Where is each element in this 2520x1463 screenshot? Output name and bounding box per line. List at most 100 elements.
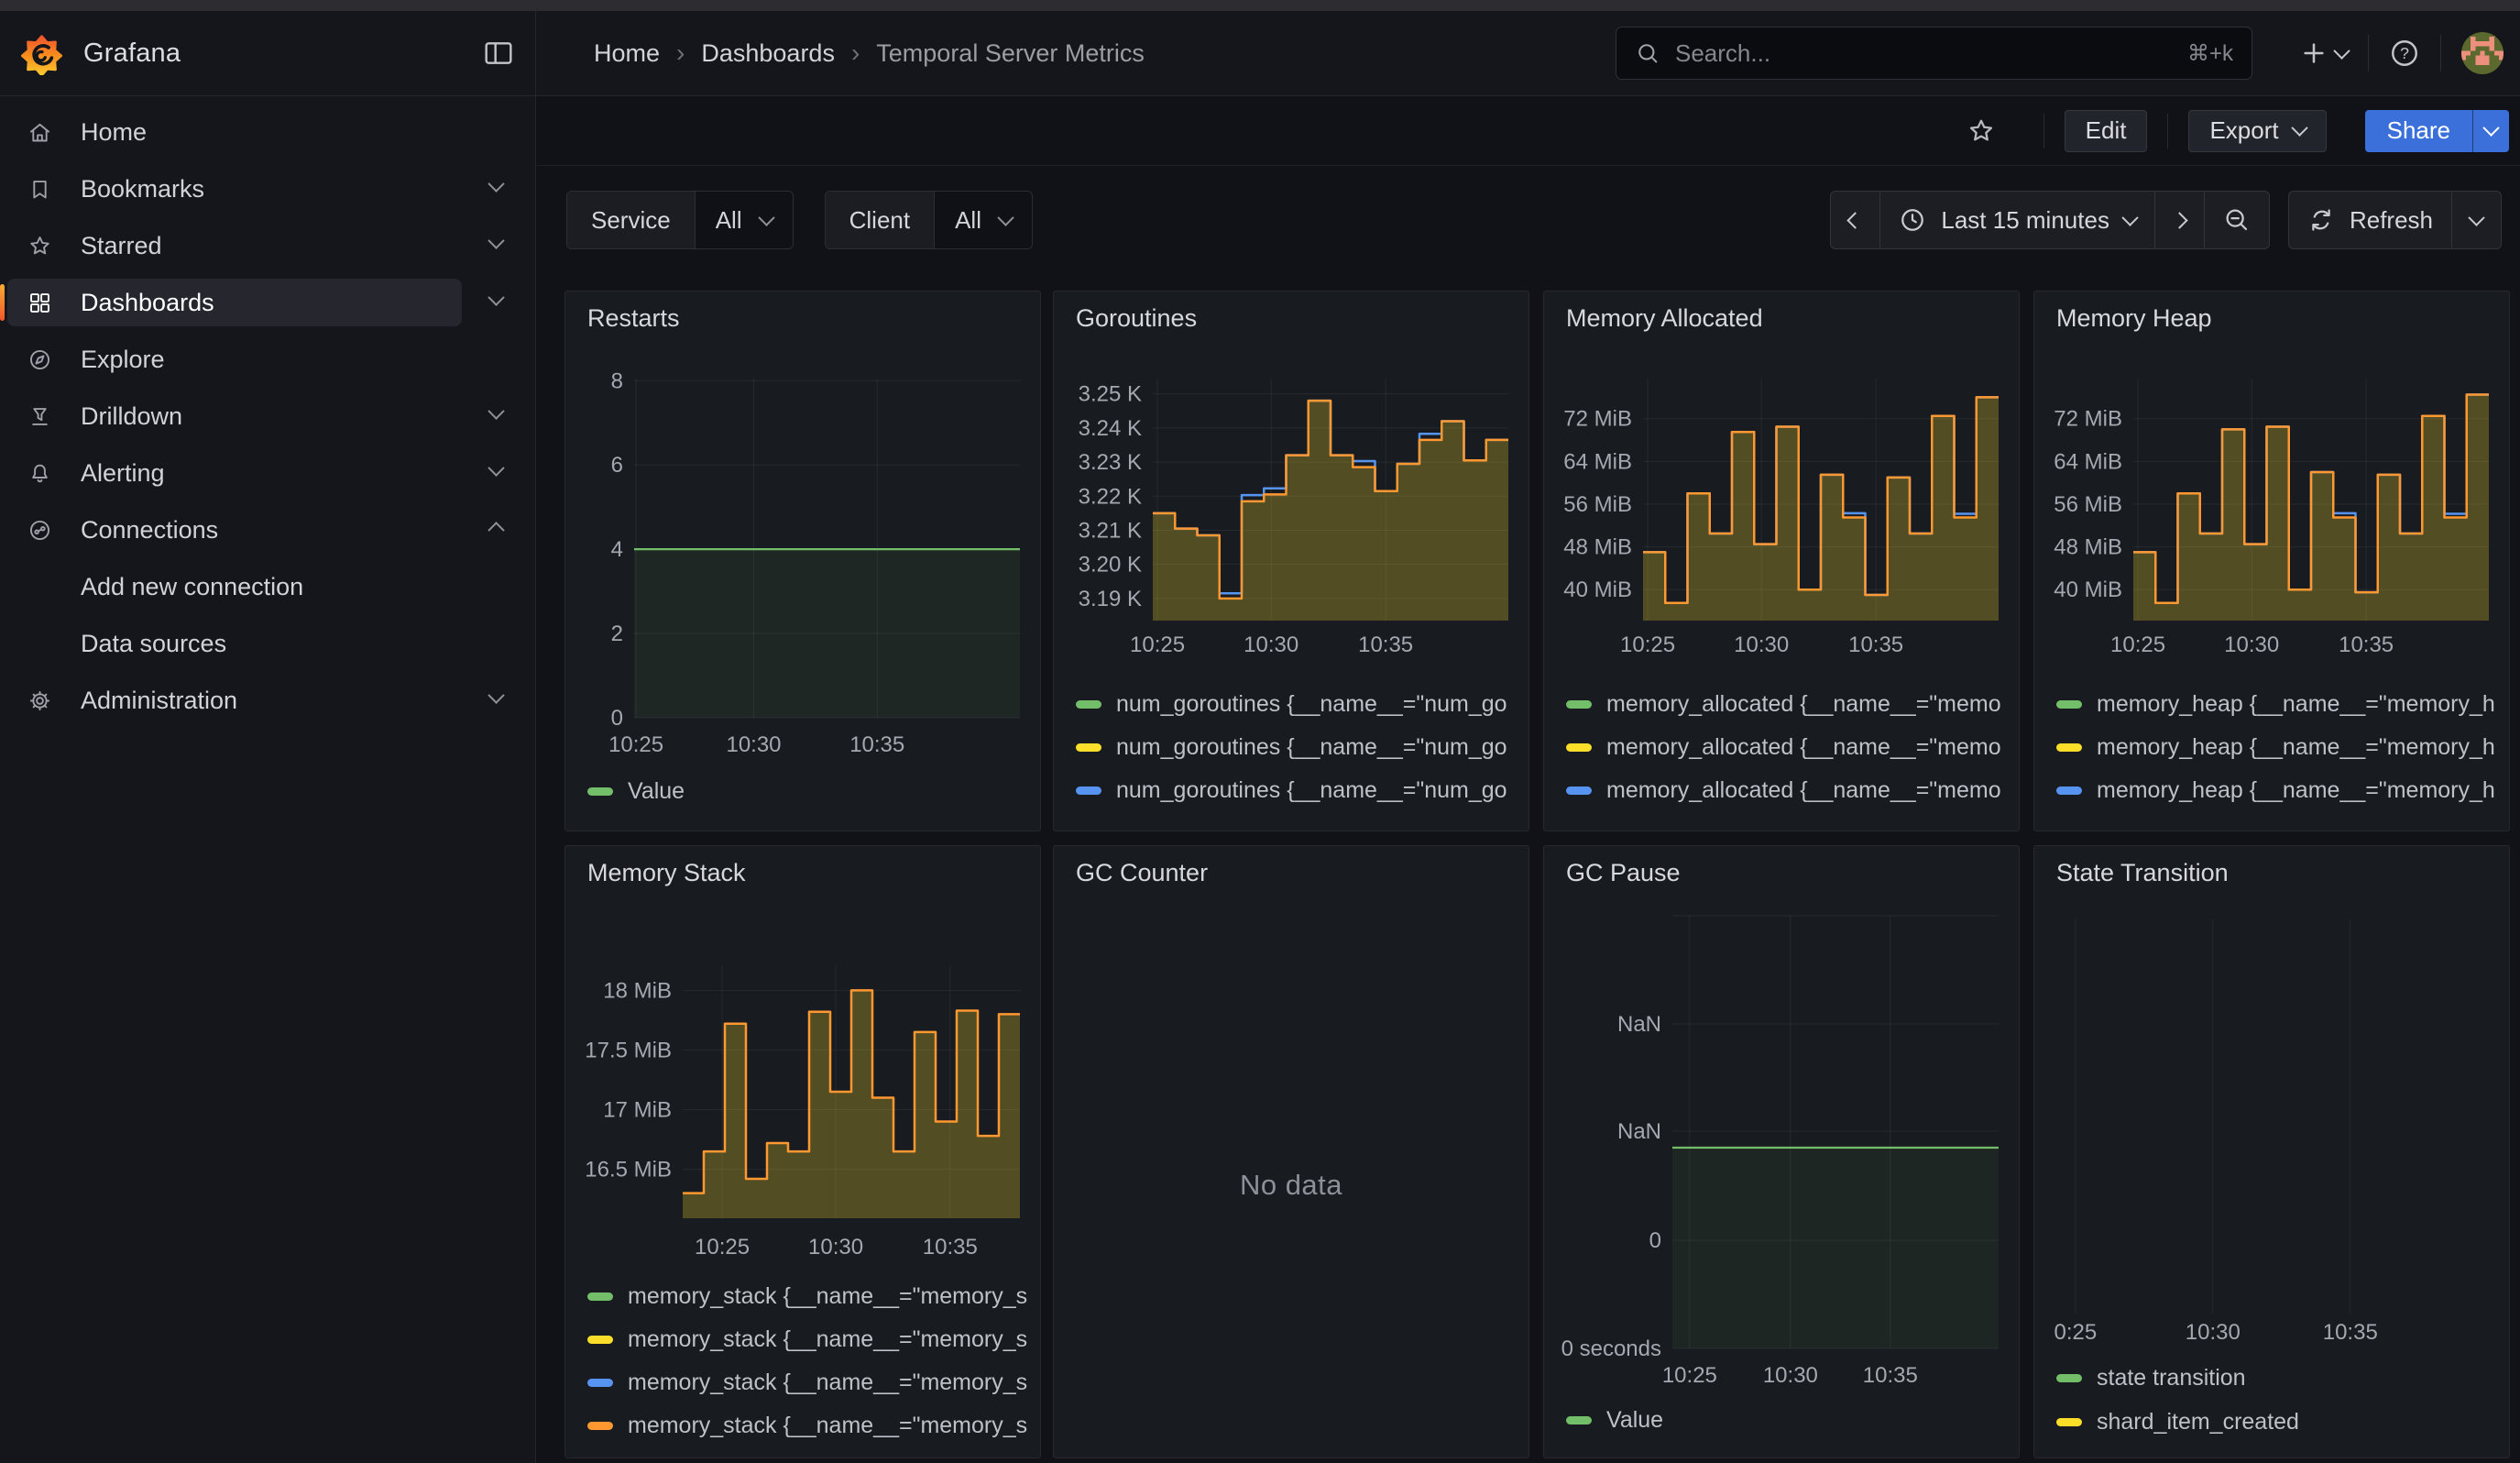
chevron-left-icon: [1847, 212, 1864, 228]
header-actions: ?: [2299, 11, 2504, 95]
panel-title[interactable]: Memory Allocated: [1566, 304, 1763, 333]
refresh-button[interactable]: Refresh: [2289, 192, 2451, 248]
legend-item[interactable]: num_goroutines {__name__="num_go: [1076, 812, 1519, 831]
expand-toggle[interactable]: [490, 181, 502, 197]
share-menu-button[interactable]: [2472, 110, 2509, 152]
legend-item[interactable]: memory_stack {__name__="memory_s: [587, 1275, 1031, 1318]
expand-toggle[interactable]: [490, 522, 502, 538]
chart-plot[interactable]: NaNNaN00 seconds10:2510:3010:35: [1544, 846, 2019, 1458]
svg-text:72 MiB: 72 MiB: [1563, 407, 1632, 432]
legend-series-color: [587, 787, 613, 796]
sidebar-item-bookmarks[interactable]: Bookmarks: [0, 160, 535, 217]
chart-plot[interactable]: 8642010:2510:3010:35: [565, 292, 1040, 831]
panel-title[interactable]: Restarts: [587, 304, 680, 333]
legend-series-label: memory_allocated {__name__="memo: [1606, 777, 2001, 804]
favorite-star-icon[interactable]: [1961, 111, 2001, 151]
sidebar-item-drilldown[interactable]: Drilldown: [0, 388, 535, 445]
sidebar-item-alerting[interactable]: Alerting: [0, 445, 535, 501]
sidebar-item-data-sources[interactable]: Data sources: [0, 615, 535, 672]
legend-item[interactable]: shard_item_created: [2056, 1400, 2500, 1444]
legend-item[interactable]: Value: [587, 770, 1031, 813]
svg-text:4: 4: [611, 537, 623, 562]
legend-item[interactable]: memory_stack {__name__="memory_s: [587, 1361, 1031, 1404]
sidebar-toggle-icon[interactable]: [478, 33, 519, 73]
legend-item[interactable]: memory_allocated {__name__="memo: [1566, 769, 2010, 812]
sidebar-item-dashboards[interactable]: Dashboards: [0, 274, 535, 331]
legend-item[interactable]: memory_stack {__name__="memory_s: [587, 1318, 1031, 1361]
legend-item[interactable]: state transition: [2056, 1356, 2500, 1400]
legend-series-color: [2056, 1418, 2082, 1426]
breadcrumb-item[interactable]: Home: [594, 39, 660, 68]
expand-toggle[interactable]: [490, 465, 502, 481]
expand-toggle[interactable]: [490, 237, 502, 254]
legend-item[interactable]: num_goroutines {__name__="num_go: [1076, 726, 1519, 769]
time-range-picker[interactable]: Last 15 minutes: [1879, 192, 2154, 248]
edit-button[interactable]: Edit: [2065, 110, 2148, 152]
expand-toggle[interactable]: [490, 408, 502, 424]
legend-series-label: memory_heap {__name__="memory_h: [2097, 820, 2495, 831]
legend-item[interactable]: num_goroutines {__name__="num_go: [1076, 683, 1519, 726]
svg-text:10:30: 10:30: [2224, 632, 2279, 657]
svg-text:10:30: 10:30: [726, 732, 781, 757]
panel-title[interactable]: Goroutines: [1076, 304, 1197, 333]
zoom-out-button[interactable]: [2204, 192, 2269, 248]
expand-toggle[interactable]: [490, 692, 502, 709]
legend-series-label: memory_stack {__name__="memory_s: [628, 1370, 1027, 1396]
legend-item[interactable]: memory_heap {__name__="memory_h: [2056, 726, 2500, 769]
sidebar-item-home[interactable]: Home: [0, 104, 535, 160]
legend-series-label: memory_stack {__name__="memory_s: [628, 1326, 1027, 1353]
search-input[interactable]: [1675, 39, 2173, 68]
legend-item[interactable]: memory_allocated {__name__="memo: [1566, 683, 2010, 726]
legend-item[interactable]: memory_allocated {__name__="memo: [1566, 812, 2010, 831]
legend-item[interactable]: memory_heap {__name__="memory_h: [2056, 812, 2500, 831]
svg-text:0:25: 0:25: [2054, 1320, 2098, 1345]
chevron-down-icon: [2482, 119, 2499, 136]
refresh-interval-button[interactable]: [2451, 192, 2501, 248]
expand-toggle[interactable]: [490, 294, 502, 311]
service-variable-value[interactable]: All: [696, 192, 793, 248]
time-range-label: Last 15 minutes: [1941, 206, 2109, 235]
svg-text:3.25 K: 3.25 K: [1079, 382, 1142, 407]
legend-item[interactable]: memory_allocated {__name__="memo: [1566, 726, 2010, 769]
variable-filters: Service All Client All: [566, 191, 1033, 249]
export-label: Export: [2209, 116, 2278, 145]
panel-title[interactable]: State Transition: [2056, 859, 2229, 887]
legend-series-label: num_goroutines {__name__="num_go: [1116, 820, 1507, 831]
panel-title[interactable]: GC Pause: [1566, 859, 1681, 887]
share-button[interactable]: Share: [2365, 110, 2472, 152]
time-shift-forward-button[interactable]: [2154, 192, 2204, 248]
breadcrumb-item[interactable]: Dashboards: [701, 39, 835, 68]
search-box[interactable]: ⌘+k: [1616, 27, 2252, 80]
sidebar-item-explore[interactable]: Explore: [0, 331, 535, 388]
bookmark-icon: [27, 177, 52, 202]
panel-title[interactable]: Memory Stack: [587, 859, 746, 887]
legend-item[interactable]: memory_heap {__name__="memory_h: [2056, 683, 2500, 726]
chevron-down-icon: [2468, 209, 2484, 226]
user-avatar[interactable]: [2461, 32, 2504, 74]
legend-series-label: memory_heap {__name__="memory_h: [2097, 691, 2495, 718]
panel-title[interactable]: GC Counter: [1076, 859, 1208, 887]
time-shift-back-button[interactable]: [1831, 192, 1879, 248]
drilldown-icon: [27, 404, 52, 429]
legend-series-color: [1076, 786, 1101, 795]
svg-text:0: 0: [1649, 1228, 1661, 1253]
help-icon[interactable]: ?: [2389, 38, 2420, 69]
client-variable-value[interactable]: All: [935, 192, 1032, 248]
export-button[interactable]: Export: [2188, 110, 2326, 152]
legend-item[interactable]: memory_stack {__name__="memory_s: [587, 1404, 1031, 1447]
sidebar-item-administration[interactable]: Administration: [0, 672, 535, 729]
compass-icon: [27, 347, 52, 372]
sidebar-item-starred[interactable]: Starred: [0, 217, 535, 274]
panel-legend: Value: [587, 770, 1031, 813]
client-variable[interactable]: Client All: [825, 191, 1033, 249]
legend-item[interactable]: Value: [1566, 1399, 2010, 1442]
legend-series-label: Value: [628, 778, 685, 805]
sidebar-item-connections[interactable]: Connections: [0, 501, 535, 558]
svg-text:3.22 K: 3.22 K: [1079, 484, 1142, 509]
legend-item[interactable]: memory_heap {__name__="memory_h: [2056, 769, 2500, 812]
service-variable[interactable]: Service All: [566, 191, 794, 249]
add-new-button[interactable]: [2299, 38, 2348, 68]
legend-item[interactable]: num_goroutines {__name__="num_go: [1076, 769, 1519, 812]
panel-title[interactable]: Memory Heap: [2056, 304, 2212, 333]
sidebar-item-add-new-connection[interactable]: Add new connection: [0, 558, 535, 615]
